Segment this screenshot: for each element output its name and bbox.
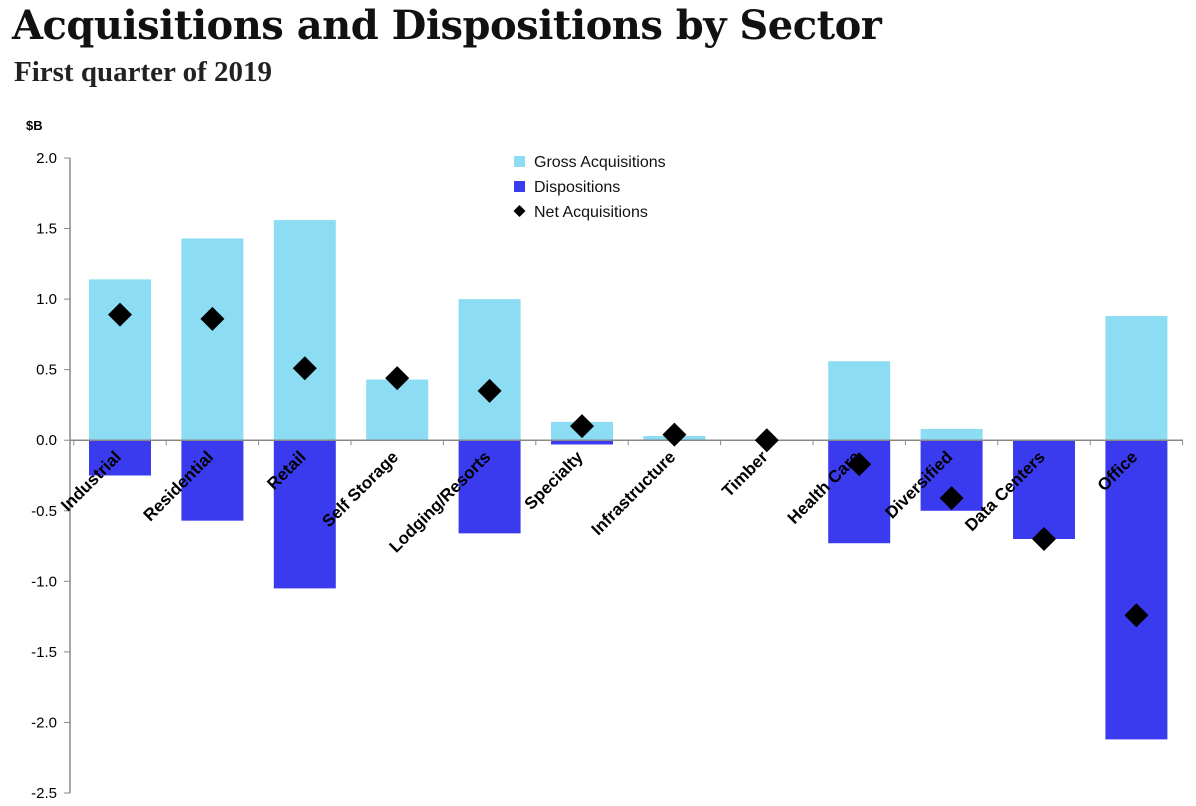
y-tick-label: 0.0 [36, 432, 57, 449]
y-tick-label: 1.0 [36, 291, 57, 308]
legend: Gross Acquisitions Dispositions Net Acquis… [513, 154, 666, 221]
legend-label-dispositions: Dispositions [534, 179, 620, 196]
y-tick-label: -1.0 [31, 573, 57, 590]
y-tick-label: -1.5 [31, 644, 57, 661]
category-label-infrastructure: Infrastructure [588, 447, 680, 539]
dispositions-bar-office [1105, 440, 1168, 740]
gross-acquisitions-bar-office [1105, 316, 1168, 441]
chart-subtitle: First quarter of 2019 [14, 56, 272, 88]
y-tick-label: -2.0 [31, 714, 57, 731]
net-acquisitions-markers [108, 302, 1149, 628]
gross-acquisitions-bar-health-care [828, 361, 891, 441]
net-acquisitions-marker-residential [200, 306, 225, 331]
y-tick-label: 2.0 [36, 150, 57, 167]
legend-swatch-net-acquisitions [513, 205, 526, 217]
net-acquisitions-marker-data-centers [1032, 527, 1056, 551]
dispositions-bar-lodging-resorts [458, 440, 521, 534]
dispositions-bar-specialty [551, 440, 613, 445]
net-acquisitions-marker-diversified [939, 486, 964, 511]
net-acquisitions-marker-office [1124, 603, 1149, 628]
legend-label-net-acquisitions: Net Acquisitions [534, 204, 648, 221]
chart-title: Acquisitions and Dispositions by Sector [12, 2, 882, 49]
gross-acquisitions-bars [89, 220, 1168, 441]
y-axis-unit-label: $B [26, 118, 43, 133]
y-tick-label: 1.5 [36, 221, 57, 238]
gross-acquisitions-bar-retail [273, 220, 336, 441]
net-acquisitions-marker-industrial [108, 302, 132, 327]
gross-acquisitions-bar-lodging-resorts [458, 299, 521, 441]
legend-swatch-gross-acquisitions [514, 156, 525, 167]
y-tick-label: -2.5 [31, 785, 57, 802]
dispositions-bar-industrial [89, 440, 151, 476]
axes [69, 158, 1184, 793]
dispositions-bar-data-centers [1013, 440, 1075, 539]
category-label-specialty: Specialty [521, 447, 588, 514]
dispositions-bar-residential [181, 440, 244, 521]
net-acquisitions-marker-lodging-resorts [477, 378, 502, 403]
legend-label-gross-acquisitions: Gross Acquisitions [534, 154, 666, 171]
net-acquisitions-marker-health-care [847, 452, 872, 477]
dispositions-bars [89, 440, 1168, 740]
net-acquisitions-marker-self-storage [385, 366, 410, 391]
gross-acquisitions-bar-diversified [920, 428, 983, 441]
gross-acquisitions-bar-residential [181, 238, 244, 441]
net-acquisitions-marker-timber [754, 428, 779, 453]
y-tick-label: 0.5 [36, 362, 57, 379]
category-label-timber: Timber [718, 447, 772, 501]
net-acquisitions-marker-infrastructure [662, 422, 687, 447]
dispositions-bar-retail [273, 440, 336, 589]
legend-swatch-dispositions [514, 181, 525, 192]
net-acquisitions-marker-specialty [570, 414, 594, 439]
net-acquisitions-marker-retail [292, 356, 317, 381]
y-tick-label: -0.5 [31, 503, 57, 520]
y-axis-ticks: 2.0 1.5 1.0 0.5 0.0 -0.5 -1.0 -1.5 -2.0 -2.5 [31, 150, 70, 802]
